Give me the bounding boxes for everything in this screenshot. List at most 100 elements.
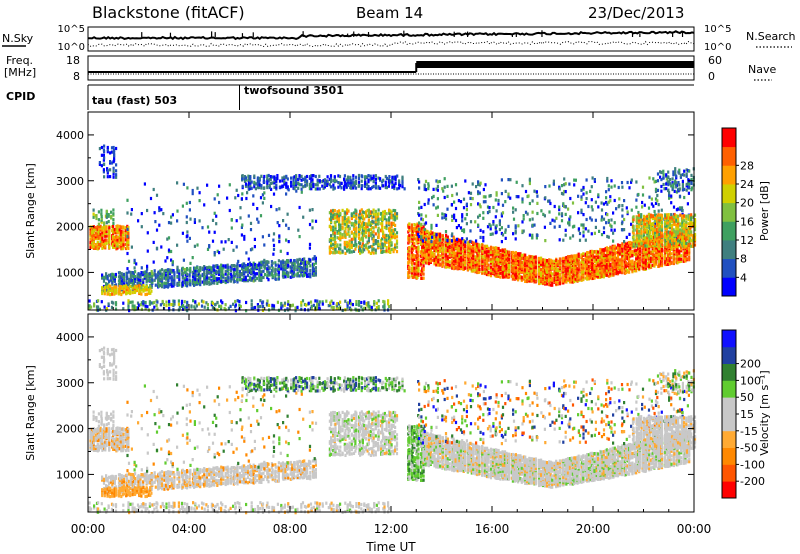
power-cell: [395, 216, 399, 220]
power-cell: [114, 274, 117, 278]
power-cell: [98, 147, 101, 151]
power-cell: [149, 274, 152, 278]
power-cell: [216, 277, 219, 281]
power-cell: [236, 274, 239, 278]
power-cell: [294, 309, 297, 313]
power-cell: [208, 277, 211, 281]
power-cell: [167, 271, 170, 275]
power-cell: [108, 226, 111, 230]
power-cell: [188, 200, 191, 205]
power-cell: [213, 264, 216, 268]
power-cell: [118, 281, 121, 285]
power-cell: [298, 269, 301, 273]
power-cell: [293, 259, 296, 263]
power-cell: [241, 223, 244, 227]
power-cell: [113, 158, 116, 162]
power-cell: [139, 303, 142, 307]
power-cell: [232, 302, 235, 306]
power-cell: [413, 241, 416, 245]
power-cell: [243, 271, 246, 275]
power-cell: [156, 300, 159, 304]
power-cell: [382, 243, 385, 247]
power-cell: [361, 214, 364, 219]
power-cell: [328, 251, 331, 255]
power-cell: [377, 212, 380, 216]
power-cell: [427, 250, 431, 254]
power-cell: [417, 273, 420, 277]
power-cell: [181, 266, 184, 270]
power-cell: [381, 223, 384, 227]
power-cell: [389, 232, 392, 237]
power-cell: [391, 177, 394, 182]
power-cell: [124, 246, 127, 251]
power-cell: [605, 253, 608, 257]
power-cell: [408, 270, 411, 274]
power-cell: [205, 301, 208, 305]
power-cell: [295, 174, 298, 178]
power-cell: [408, 240, 411, 244]
power-cell: [194, 276, 197, 281]
noise-right-tick-top: 10^5: [704, 24, 731, 35]
power-cell: [256, 303, 259, 307]
power-cell: [238, 272, 241, 276]
power-cell: [140, 284, 143, 288]
power-cell: [127, 246, 130, 250]
power-cell: [254, 262, 257, 267]
power-cell: [255, 272, 258, 276]
power-cell: [165, 268, 168, 273]
power-cell: [151, 301, 154, 305]
power-cell: [104, 228, 107, 232]
power-cell: [98, 162, 101, 166]
power-cell: [364, 212, 368, 216]
power-cell: [374, 213, 377, 217]
power-cell: [332, 247, 335, 251]
power-cell: [371, 230, 374, 234]
power-cell: [153, 269, 156, 273]
power-cell: [109, 274, 113, 279]
power-cell: [129, 289, 132, 293]
power-cell: [220, 279, 223, 283]
power-cell: [211, 218, 215, 222]
power-cell: [369, 245, 372, 249]
power-cell: [417, 263, 420, 267]
power-cell: [495, 251, 498, 255]
power-cell: [329, 185, 333, 189]
power-cell: [125, 284, 128, 288]
power-cell: [323, 178, 326, 182]
power-cell: [160, 245, 163, 249]
power-cell: [347, 216, 350, 220]
power-cell: [363, 233, 366, 238]
power-cell: [197, 272, 201, 276]
power-cell: [272, 306, 276, 310]
power-cell: [374, 216, 377, 220]
power-cell: [151, 274, 154, 278]
power-cell: [427, 262, 431, 266]
power-cell: [577, 252, 580, 256]
power-cell: [448, 263, 451, 267]
power-cell: [354, 175, 358, 179]
power-cell: [186, 239, 189, 243]
power-cell: [256, 185, 259, 189]
power-cell: [597, 250, 600, 254]
power-cell: [113, 153, 116, 157]
power-cell: [350, 185, 353, 189]
power-cell: [259, 196, 263, 200]
power-cell: [166, 237, 169, 241]
power-cell: [112, 145, 115, 150]
power-cell: [534, 260, 537, 264]
power-cell: [558, 272, 561, 276]
beam-label: Beam 14: [356, 4, 423, 22]
power-cell: [495, 263, 498, 267]
power-cell: [244, 182, 248, 186]
power-cell: [352, 232, 356, 236]
power-cell: [374, 209, 377, 213]
power-cell: [383, 237, 386, 241]
power-cell: [250, 186, 253, 190]
power-cell: [267, 260, 270, 264]
power-cell: [483, 271, 486, 276]
power-cell: [427, 231, 431, 235]
power-cell: [226, 196, 229, 200]
power-cell: [247, 181, 251, 185]
power-cell: [190, 304, 193, 308]
power-cell: [558, 257, 561, 261]
